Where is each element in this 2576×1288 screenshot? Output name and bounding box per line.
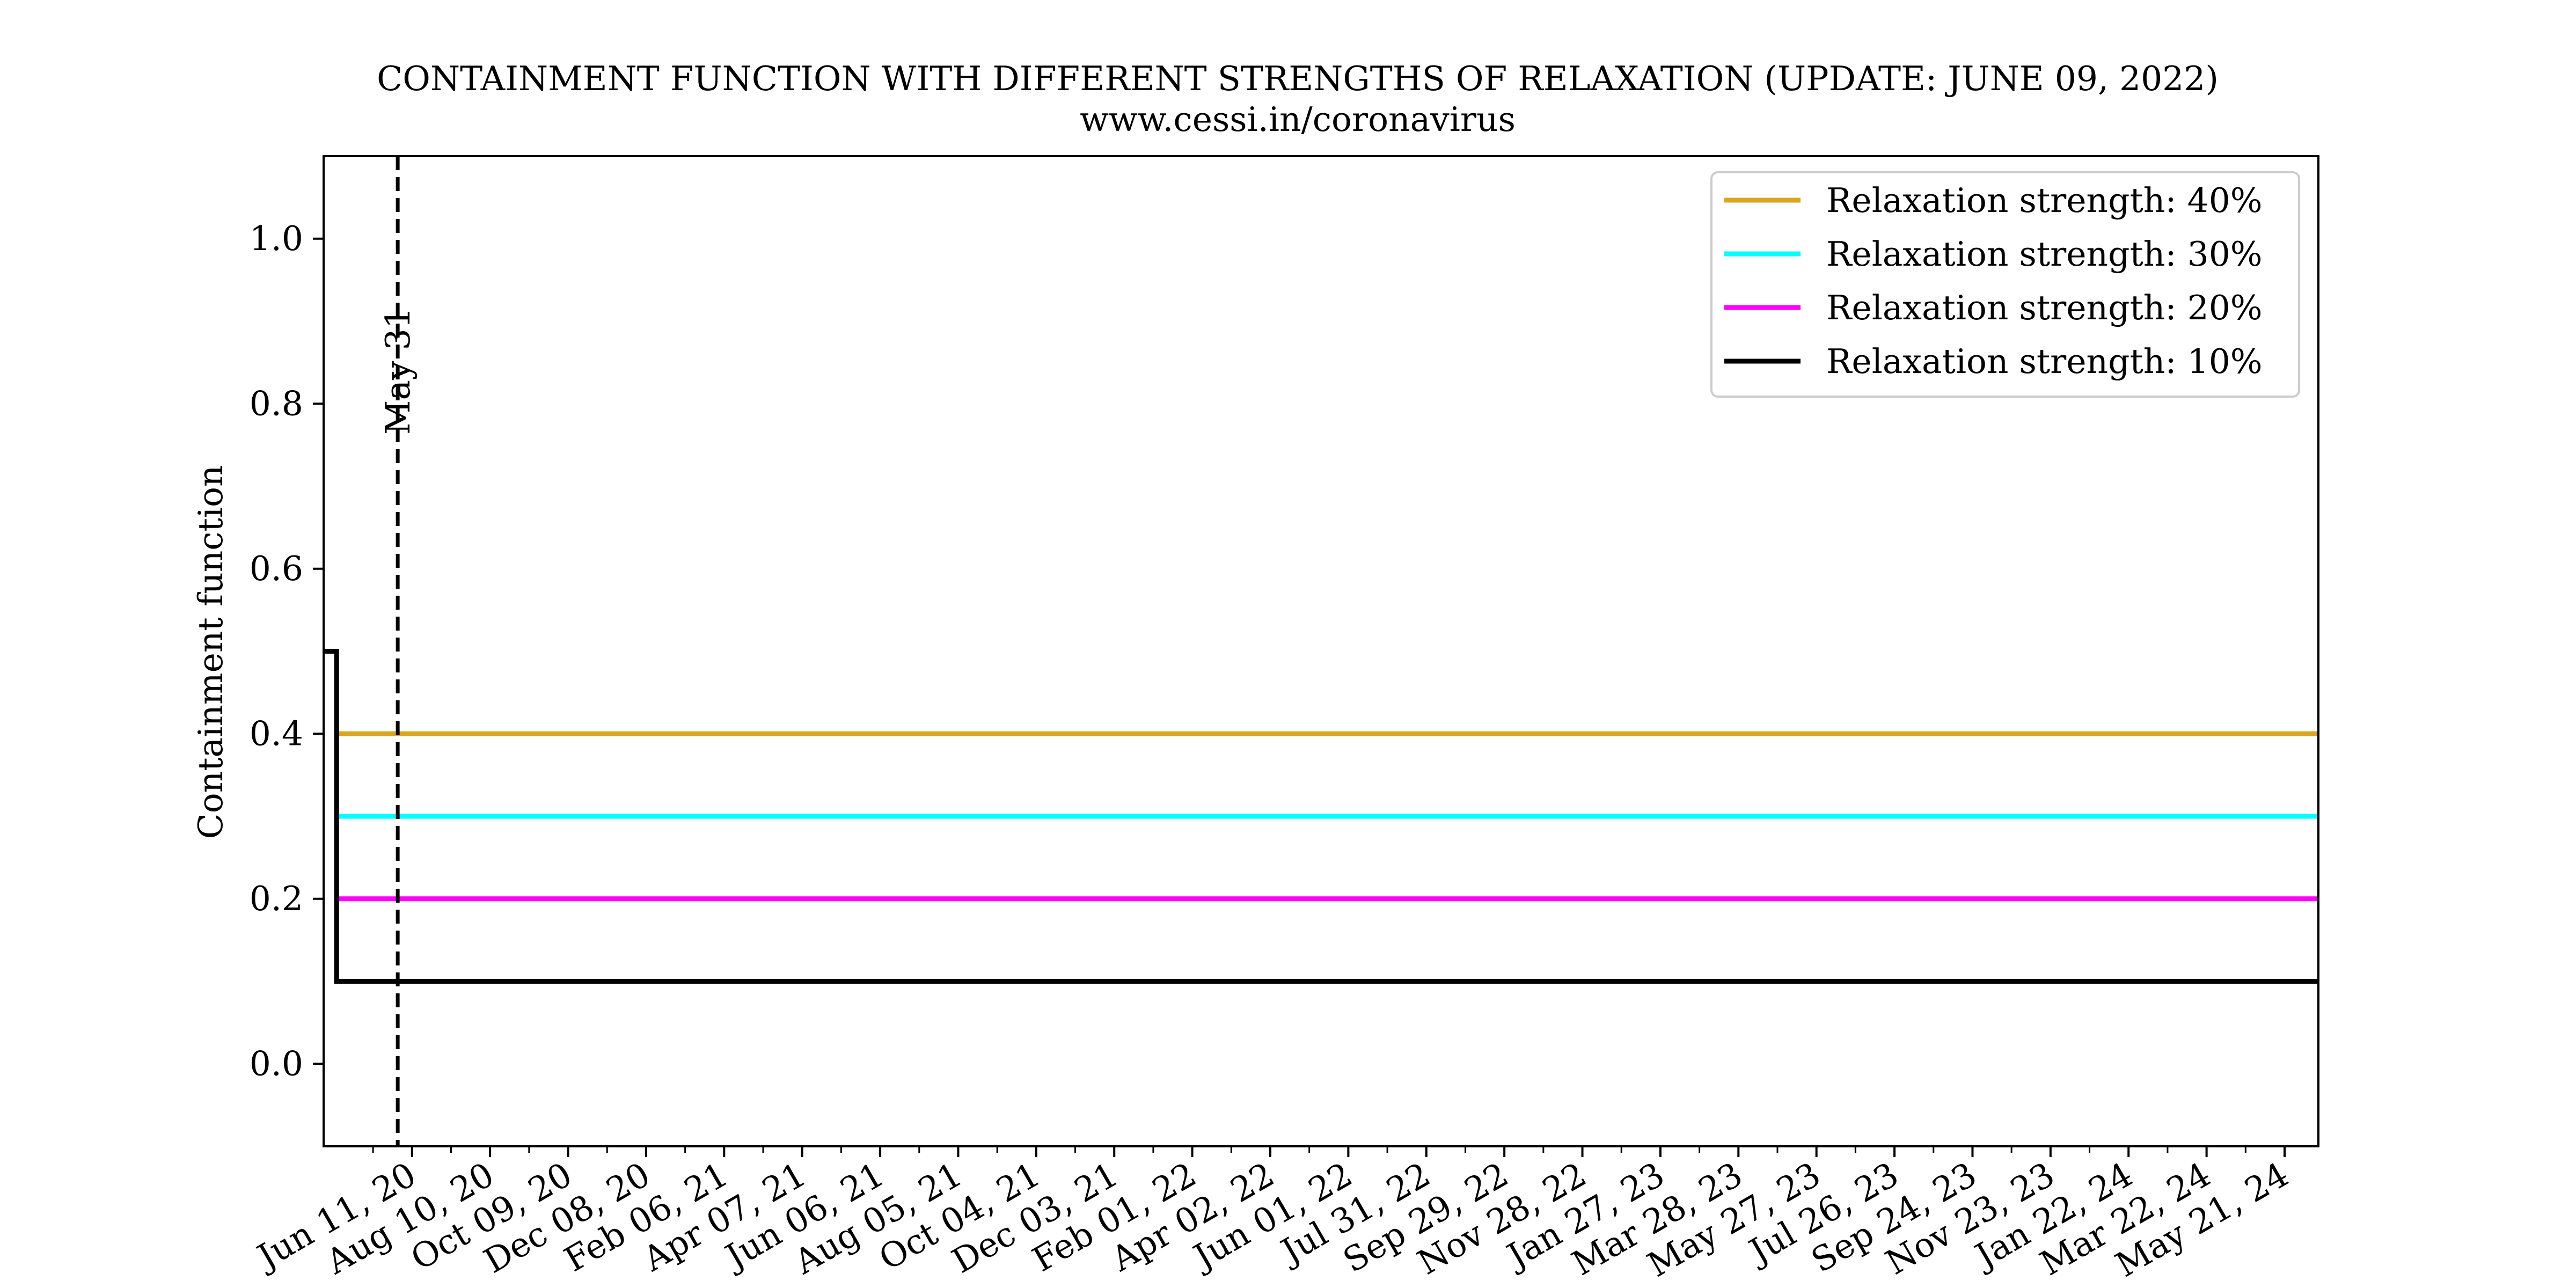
legend: Relaxation strength: 40% Relaxation stren…: [1710, 171, 2300, 398]
y-axis: 0.0 0.2 0.4 0.6 0.8 1.0: [250, 219, 324, 1083]
y-tick-label: 0.8: [250, 384, 303, 423]
chart-title: CONTAINMENT FUNCTION WITH DIFFERENT STRE…: [377, 59, 2219, 98]
y-tick-label: 1.0: [250, 219, 303, 258]
y-tick-label: 0.6: [250, 549, 303, 588]
series-line: [324, 649, 2318, 984]
legend-label: Relaxation strength: 10%: [1826, 342, 2263, 381]
legend-label: Relaxation strength: 30%: [1826, 235, 2263, 274]
chart-subtitle: www.cessi.in/coronavirus: [1080, 100, 1516, 139]
legend-box: [1710, 171, 2300, 398]
plot-area: May 31: [324, 156, 2318, 1146]
y-tick-label: 0.4: [250, 714, 303, 753]
legend-label: Relaxation strength: 40%: [1826, 181, 2263, 220]
annotation-label: May 31: [378, 307, 418, 435]
legend-label: Relaxation strength: 20%: [1826, 288, 2263, 327]
plot-frame: [323, 155, 2319, 1147]
y-tick-label: 0.0: [250, 1044, 303, 1083]
y-tick-label: 0.2: [250, 879, 303, 918]
y-axis-label: Containment function: [191, 465, 230, 839]
